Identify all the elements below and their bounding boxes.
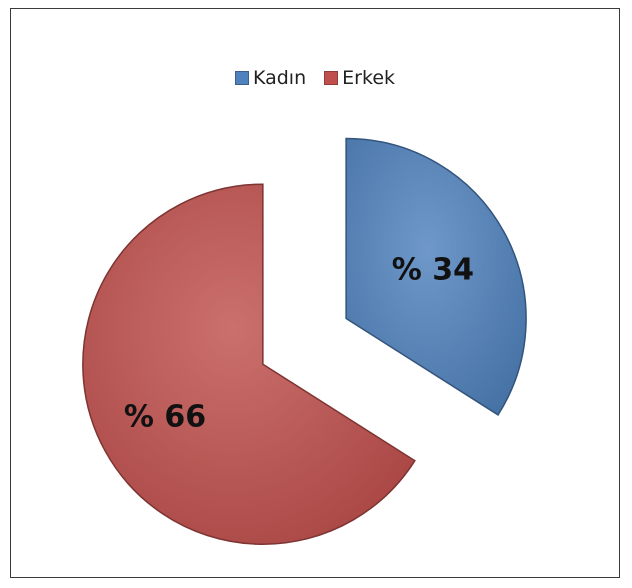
data-label-erkek: % 66 — [124, 399, 206, 434]
pie-chart: % 34 % 66 — [82, 137, 527, 545]
pie-slice-erkek — [82, 183, 416, 545]
legend-swatch-kadin — [234, 71, 249, 85]
pie-slice-kadin — [345, 137, 527, 416]
chart-frame: Kadın Erkek % 34 % 66 — [10, 8, 620, 578]
chart-legend: Kadın Erkek — [11, 67, 619, 90]
legend-item-kadin: Kadın — [234, 67, 307, 89]
data-label-kadin: % 34 — [392, 252, 474, 287]
legend-label-kadin: Kadın — [252, 67, 307, 89]
legend-item-erkek: Erkek — [324, 67, 395, 89]
legend-label-erkek: Erkek — [342, 67, 396, 89]
legend-swatch-erkek — [324, 71, 339, 85]
